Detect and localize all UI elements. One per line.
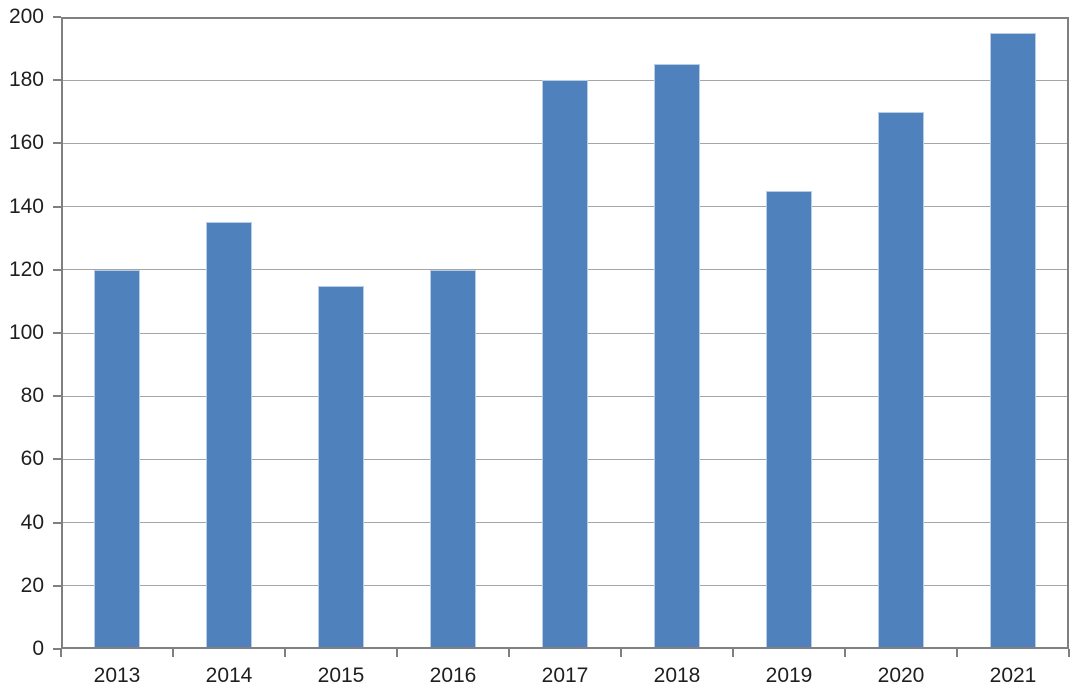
x-tick-mark bbox=[620, 649, 622, 657]
x-tick-mark bbox=[172, 649, 174, 657]
x-tick-mark bbox=[508, 649, 510, 657]
x-axis-tick-label: 2016 bbox=[429, 664, 477, 687]
y-tick-mark bbox=[53, 395, 61, 398]
y-tick-mark bbox=[53, 79, 61, 82]
x-tick-mark bbox=[60, 649, 62, 657]
bar-2016 bbox=[430, 269, 476, 649]
y-axis-tick-label: 0 bbox=[32, 637, 44, 660]
y-tick-mark bbox=[53, 584, 61, 587]
x-axis-tick-label: 2019 bbox=[765, 664, 813, 687]
y-tick-mark bbox=[53, 205, 61, 208]
y-tick-mark bbox=[53, 648, 61, 650]
x-tick-mark bbox=[1068, 649, 1070, 657]
y-tick-mark bbox=[53, 458, 61, 461]
bar-2019 bbox=[766, 190, 812, 649]
x-axis-tick-label: 2018 bbox=[653, 664, 701, 687]
x-tick-mark bbox=[732, 649, 734, 657]
x-axis-tick-label: 2014 bbox=[205, 664, 253, 687]
y-axis-tick-label: 200 bbox=[8, 5, 44, 28]
y-axis-tick-label: 160 bbox=[8, 131, 44, 155]
x-tick-mark bbox=[396, 649, 398, 657]
y-axis-tick-label: 20 bbox=[20, 573, 44, 597]
x-tick-mark bbox=[284, 649, 286, 657]
y-axis-tick-label: 140 bbox=[8, 194, 44, 218]
bar-2018 bbox=[654, 64, 700, 649]
bar-2020 bbox=[878, 111, 924, 649]
x-axis-tick-label: 2013 bbox=[93, 664, 141, 687]
y-tick-mark bbox=[53, 268, 61, 271]
y-axis-tick-label: 40 bbox=[20, 510, 44, 534]
x-axis-tick-label: 2021 bbox=[989, 664, 1037, 687]
bar-2014 bbox=[206, 222, 252, 649]
x-axis-tick-label: 2015 bbox=[317, 664, 365, 687]
bar-2021 bbox=[990, 32, 1036, 649]
y-axis-tick-label: 120 bbox=[8, 257, 44, 281]
bar-2015 bbox=[318, 285, 364, 649]
y-tick-mark bbox=[53, 332, 61, 334]
y-axis-tick-label: 100 bbox=[8, 321, 44, 344]
y-axis-tick-label: 180 bbox=[8, 68, 44, 92]
bar-2017 bbox=[542, 80, 588, 649]
x-tick-mark bbox=[956, 649, 958, 657]
x-tick-mark bbox=[844, 649, 846, 657]
y-tick-mark bbox=[53, 521, 61, 524]
y-axis-tick-label: 80 bbox=[20, 384, 44, 408]
x-axis-tick-label: 2017 bbox=[541, 664, 589, 687]
x-axis-tick-label: 2020 bbox=[877, 664, 925, 687]
bar-2013 bbox=[94, 269, 140, 649]
y-tick-mark bbox=[53, 142, 61, 145]
y-axis-tick-label: 60 bbox=[20, 447, 44, 471]
y-tick-mark bbox=[53, 16, 61, 18]
